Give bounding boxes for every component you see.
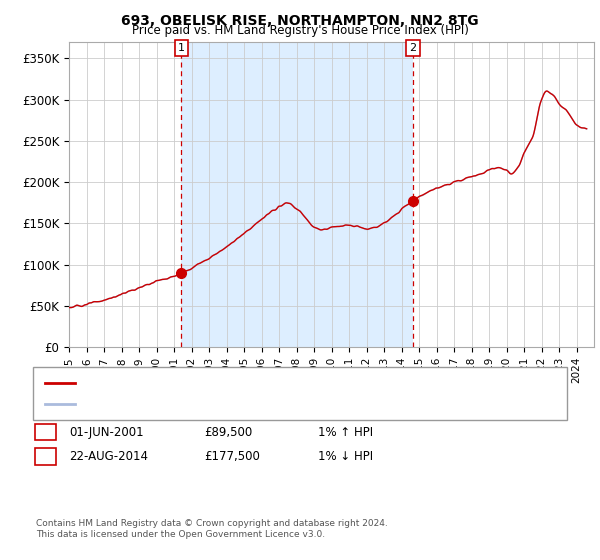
Text: 2: 2: [42, 450, 49, 463]
Text: 693, OBELISK RISE, NORTHAMPTON, NN2 8TG: 693, OBELISK RISE, NORTHAMPTON, NN2 8TG: [121, 14, 479, 28]
Text: HPI: Average price, semi-detached house, West Northamptonshire: HPI: Average price, semi-detached house,…: [81, 399, 427, 409]
Bar: [181, 42, 413, 347]
Text: 2: 2: [409, 43, 416, 53]
Text: 1% ↑ HPI: 1% ↑ HPI: [318, 426, 373, 439]
Text: 693, OBELISK RISE, NORTHAMPTON, NN2 8TG (semi-detached house): 693, OBELISK RISE, NORTHAMPTON, NN2 8TG …: [81, 378, 442, 388]
Text: Contains HM Land Registry data © Crown copyright and database right 2024.: Contains HM Land Registry data © Crown c…: [36, 519, 388, 528]
Text: 1: 1: [178, 43, 185, 53]
Text: 1% ↓ HPI: 1% ↓ HPI: [318, 450, 373, 463]
Text: £89,500: £89,500: [204, 426, 252, 439]
Text: 1: 1: [42, 426, 49, 439]
Text: £177,500: £177,500: [204, 450, 260, 463]
Text: Price paid vs. HM Land Registry's House Price Index (HPI): Price paid vs. HM Land Registry's House …: [131, 24, 469, 37]
Text: 01-JUN-2001: 01-JUN-2001: [69, 426, 143, 439]
Text: This data is licensed under the Open Government Licence v3.0.: This data is licensed under the Open Gov…: [36, 530, 325, 539]
Text: 22-AUG-2014: 22-AUG-2014: [69, 450, 148, 463]
